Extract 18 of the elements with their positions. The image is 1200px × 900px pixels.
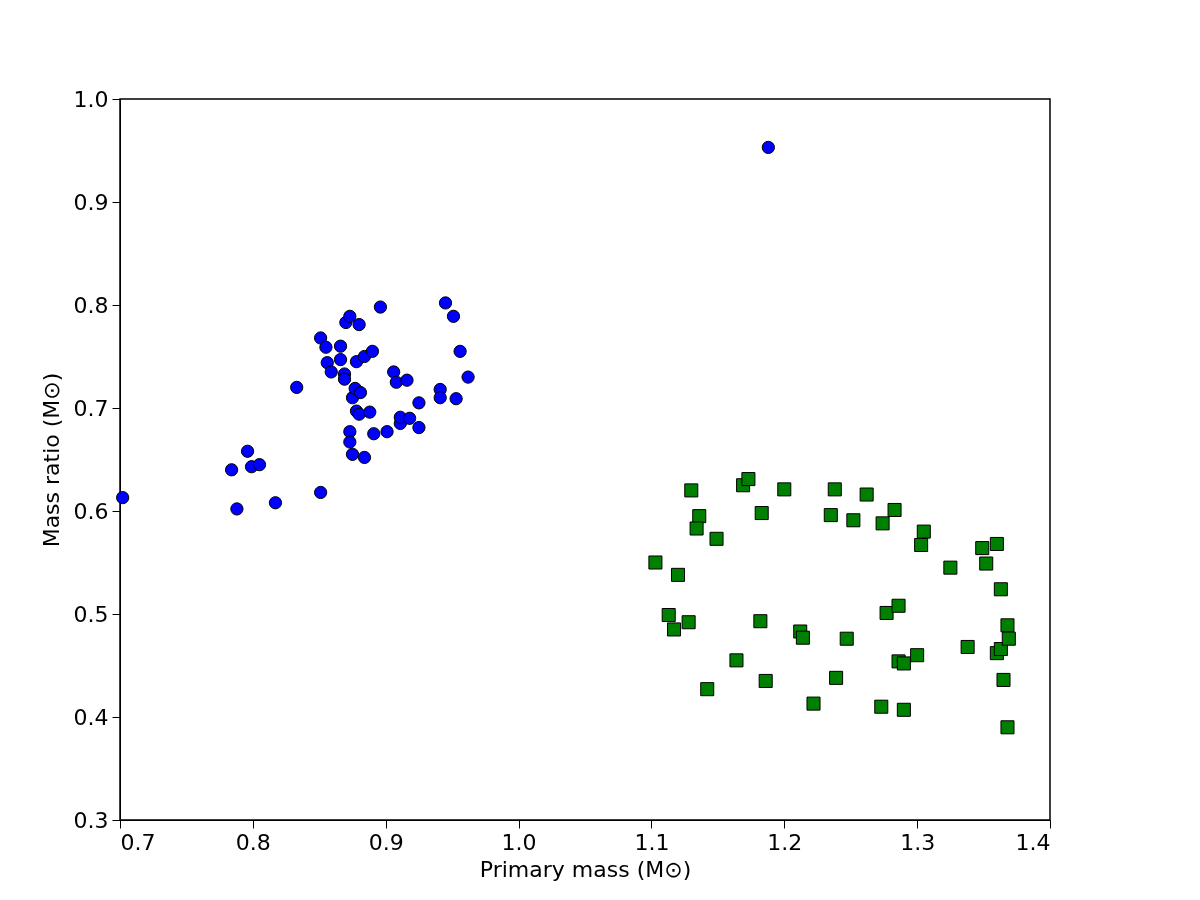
y-tick-label: 0.6 <box>73 498 109 524</box>
x-tick-label: 0.8 <box>235 829 271 855</box>
x-tick-label: 1.0 <box>501 829 537 855</box>
y-tick-label: 0.8 <box>73 292 109 318</box>
x-tick-label: 0.9 <box>368 829 404 855</box>
y-axis-title: Mass ratio (M⊙) <box>38 372 64 548</box>
x-tick-label: 1.1 <box>634 829 670 855</box>
y-tick-label: 1.0 <box>73 86 109 112</box>
x-tick-label: 1.3 <box>900 829 936 855</box>
x-axis-title: Primary mass (M⊙) <box>479 856 692 882</box>
y-tick-label: 0.5 <box>73 601 109 627</box>
y-tick-label: 0.7 <box>73 395 109 421</box>
y-tick-label: 0.4 <box>73 704 109 730</box>
y-tick-label: 0.3 <box>73 807 109 833</box>
x-tick-label: 1.4 <box>1015 829 1051 855</box>
y-tick-label: 0.9 <box>73 189 109 215</box>
x-tick-label: 1.2 <box>767 829 803 855</box>
x-tick-label: 0.7 <box>120 829 156 855</box>
